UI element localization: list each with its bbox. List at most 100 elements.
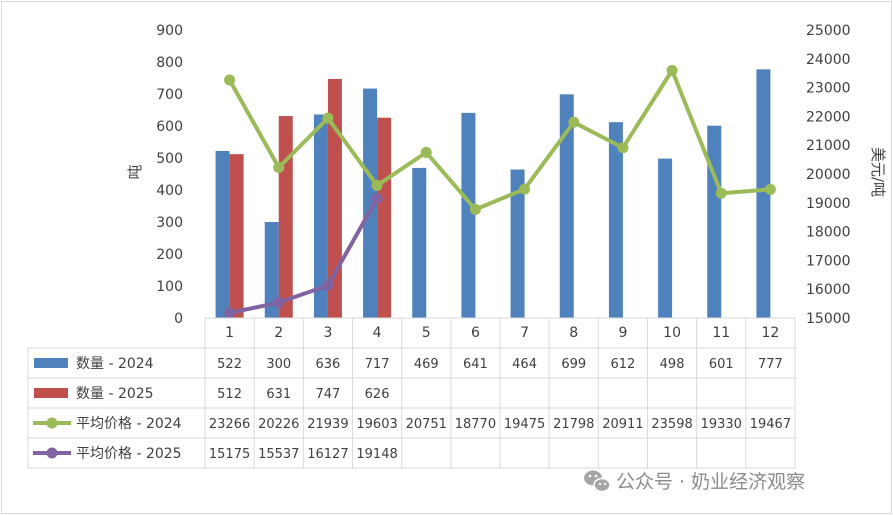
data-label-1-9: 612 [611,357,636,372]
line-point-3-1 [224,74,236,86]
x-tick-label: 1 [225,325,234,341]
line-point-4-1 [224,307,236,319]
data-label-3-12: 19467 [750,417,791,432]
line-point-3-12 [764,183,776,195]
watermark: 公众号 · 奶业经济观察 [584,470,805,493]
line-point-4-2 [273,297,285,309]
y2-axis-label: 美元/吨 [869,147,887,197]
line-point-3-8 [568,116,580,128]
bar-1-6 [461,112,476,318]
data-label-3-2: 20226 [258,417,299,432]
legend-label-3: 平均价格 - 2024 [76,416,182,432]
legend-label-2: 数量 - 2025 [76,386,154,402]
bar-2-4 [377,117,392,319]
y2-tick-label: 17000 [806,253,851,269]
lines-layer [224,64,776,319]
y-tick-label: 900 [156,23,183,39]
data-label-2-1: 512 [217,387,242,402]
bar-1-4 [363,88,378,318]
x-tick-label: 11 [712,325,730,341]
data-label-4-1: 15175 [209,447,250,462]
line-point-3-10 [666,64,678,76]
data-label-1-2: 300 [266,357,291,372]
y2-tick-label: 16000 [806,282,851,298]
bar-1-3 [313,114,328,318]
y-tick-label: 100 [156,279,183,295]
data-label-3-9: 20911 [602,417,643,432]
x-tick-label: 7 [520,325,529,341]
watermark-text: 公众号 · 奶业经济观察 [616,471,805,493]
y2-tick-label: 19000 [806,196,851,212]
line-point-3-9 [617,142,629,154]
legend-key-2 [34,388,68,398]
x-tick-label: 2 [274,325,283,341]
data-label-1-3: 636 [316,357,341,372]
y2-tick-label: 24000 [806,52,851,68]
line-point-4-4 [371,193,383,205]
x-tick-label: 4 [373,325,382,341]
data-label-3-3: 21939 [307,417,348,432]
x-tick-label: 10 [663,325,681,341]
data-label-1-8: 699 [561,357,586,372]
data-label-4-3: 16127 [307,447,348,462]
y-tick-label: 800 [156,55,183,71]
data-label-1-1: 522 [217,357,242,372]
line-point-3-11 [715,187,727,199]
y2-tick-label: 18000 [806,225,851,241]
data-label-1-10: 498 [660,357,685,372]
bar-2-1 [229,154,244,318]
bar-2-3 [327,78,342,319]
bar-1-9 [608,122,623,318]
legend-key-marker-4 [46,447,58,459]
x-tick-label: 3 [323,325,332,341]
legend-key-marker-3 [46,417,58,429]
data-label-4-4: 19148 [356,447,397,462]
series-line-3 [227,68,771,212]
y2-tick-label: 23000 [806,81,851,97]
bar-2-2 [278,116,293,318]
y2-tick-label: 25000 [806,23,851,39]
data-label-3-8: 21798 [553,417,594,432]
data-label-3-10: 23598 [651,417,692,432]
y2-tick-label: 21000 [806,138,851,154]
data-label-2-4: 626 [365,387,390,402]
y-tick-label: 200 [156,247,183,263]
bar-1-7 [510,169,525,318]
data-label-1-6: 641 [463,357,488,372]
bar-1-8 [559,94,574,318]
data-label-2-2: 631 [266,387,291,402]
x-tick-label: 12 [762,325,780,341]
bar-1-12 [756,69,771,318]
y-tick-label: 600 [156,119,183,135]
data-label-3-11: 19330 [701,417,742,432]
bars-layer [215,69,771,319]
x-tick-label: 9 [618,325,627,341]
y-tick-label: 500 [156,151,183,167]
line-point-3-2 [273,161,285,173]
line-point-3-4 [371,179,383,191]
data-label-3-5: 20751 [406,417,447,432]
line-point-3-5 [420,146,432,158]
bar-1-2 [264,222,279,318]
x-tick-label: 6 [471,325,480,341]
data-label-3-4: 19603 [356,417,397,432]
wechat-icon [584,470,611,493]
data-label-4-2: 15537 [258,447,299,462]
bar-1-10 [658,158,673,318]
line-point-3-3 [322,112,334,124]
series-line-4 [229,197,379,315]
y2-tick-label: 20000 [806,167,851,183]
line-point-4-3 [322,280,334,292]
data-label-1-7: 464 [512,357,537,372]
data-label-2-3: 747 [316,387,341,402]
data-label-1-4: 717 [365,357,390,372]
data-label-3-7: 19475 [504,417,545,432]
data-label-1-11: 601 [709,357,734,372]
x-tick-label: 5 [422,325,431,341]
legend-key-1 [34,358,68,368]
y-tick-label: 300 [156,215,183,231]
y-tick-label: 700 [156,87,183,103]
y2-tick-label: 22000 [806,109,851,125]
